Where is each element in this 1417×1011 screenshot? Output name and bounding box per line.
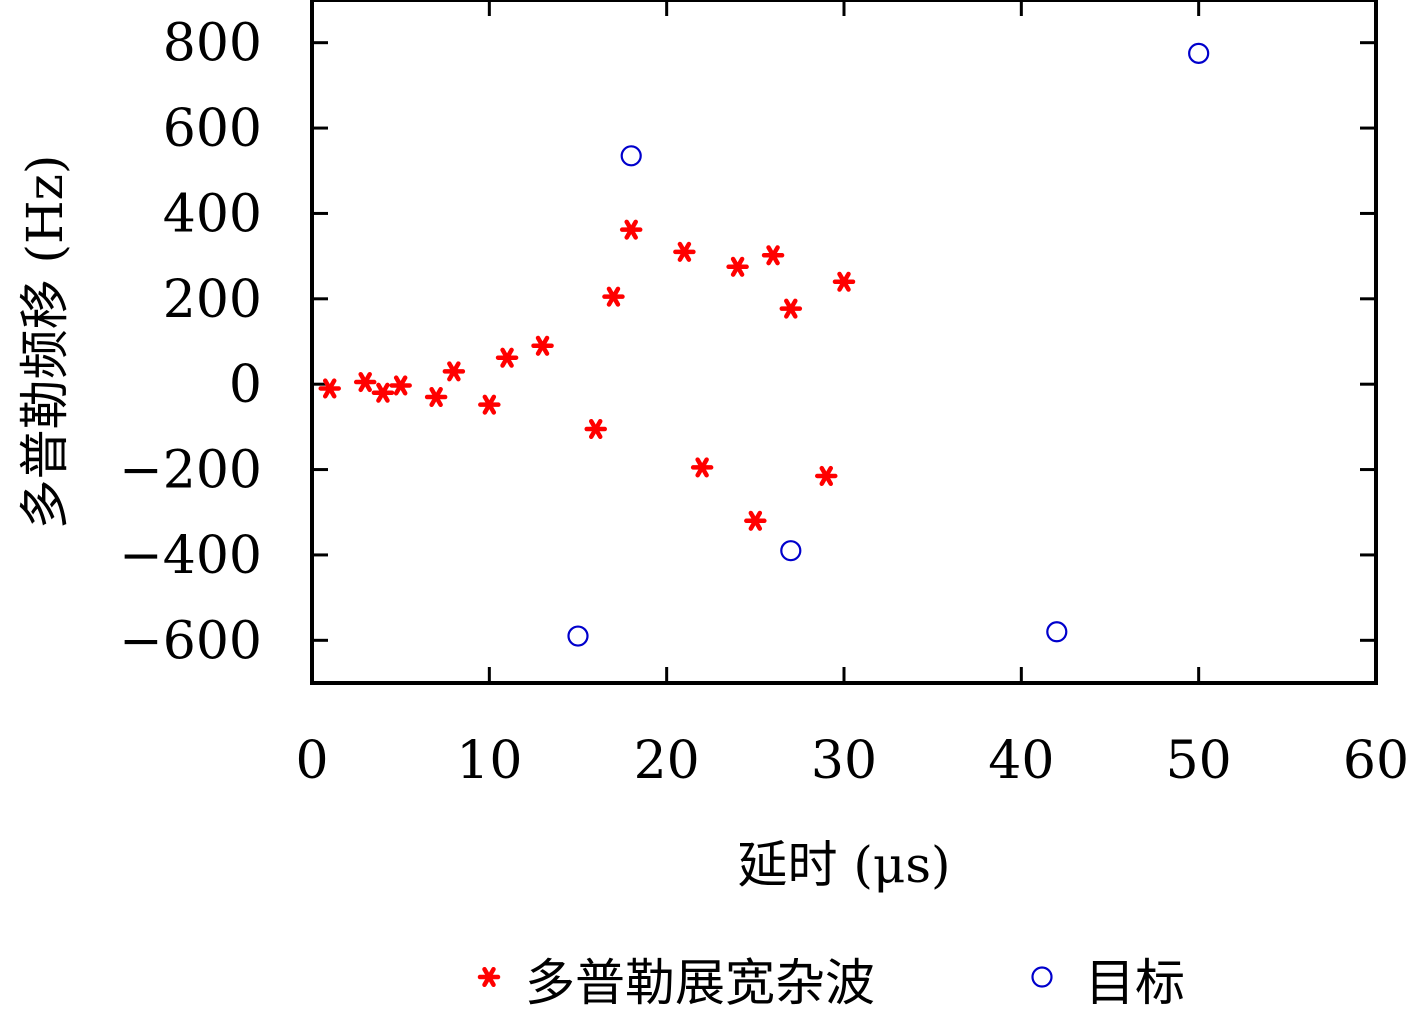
axis-ticks <box>310 0 1378 683</box>
legend-circle-icon <box>1031 966 1053 988</box>
clutter-point <box>602 286 625 307</box>
x-tick-label: 60 <box>1343 731 1409 791</box>
clutter-point <box>353 372 377 393</box>
clutter-point <box>584 418 607 440</box>
y-tick-label: −600 <box>119 611 262 671</box>
clutter-point <box>478 394 501 415</box>
y-tick-label: −400 <box>119 526 262 586</box>
legend-asterisk-icon <box>477 966 501 988</box>
x-tick-label: 20 <box>634 731 700 791</box>
clutter-point <box>690 457 714 478</box>
target-point <box>1046 621 1068 643</box>
axis-tick-labels: 0 10 20 30 40 50 60 800 600 400 200 0 −200 −400 −600 <box>119 14 1409 791</box>
target-point <box>1188 42 1210 64</box>
y-tick-label: −200 <box>119 441 262 501</box>
y-tick-label: 400 <box>163 184 262 244</box>
legend: 多普勒展宽杂波 目标 <box>477 954 1185 1011</box>
y-tick-label: 200 <box>163 270 262 330</box>
legend-marker-target <box>1031 966 1053 988</box>
clutter-point <box>744 510 767 531</box>
clutter-point <box>442 361 466 382</box>
clutter-point <box>371 382 395 403</box>
x-tick-label: 0 <box>295 731 328 791</box>
clutter-point <box>815 465 838 487</box>
x-tick-label: 30 <box>811 731 877 791</box>
clutter-point <box>531 335 554 356</box>
x-axis-title: 延时 (μs) <box>737 836 950 894</box>
y-tick-label: 0 <box>229 355 262 415</box>
clutter-point <box>318 378 341 399</box>
y-tick-label: 600 <box>163 99 262 159</box>
clutter-point <box>726 256 749 277</box>
clutter-point <box>673 241 696 262</box>
x-tick-label: 40 <box>988 731 1054 791</box>
clutter-point <box>424 386 448 408</box>
target-point <box>567 625 589 647</box>
legend-marker-clutter <box>477 966 501 988</box>
clutter-point <box>779 298 803 319</box>
clutter-point <box>495 347 519 368</box>
clutter-point <box>761 245 785 266</box>
x-tick-label: 10 <box>456 731 522 791</box>
plot-frame <box>310 0 1378 685</box>
clutter-point <box>619 219 643 240</box>
x-tick-label: 50 <box>1166 731 1232 791</box>
target-point <box>620 145 642 167</box>
target-point <box>780 540 802 562</box>
y-tick-label: 800 <box>163 14 262 74</box>
data-marks <box>318 42 1210 647</box>
clutter-point <box>389 375 412 396</box>
legend-label-clutter: 多普勒展宽杂波 <box>525 954 875 1011</box>
y-axis-title: 多普勒频移 (Hz) <box>16 155 74 530</box>
legend-label-target: 目标 <box>1085 954 1185 1011</box>
clutter-point <box>832 271 856 292</box>
